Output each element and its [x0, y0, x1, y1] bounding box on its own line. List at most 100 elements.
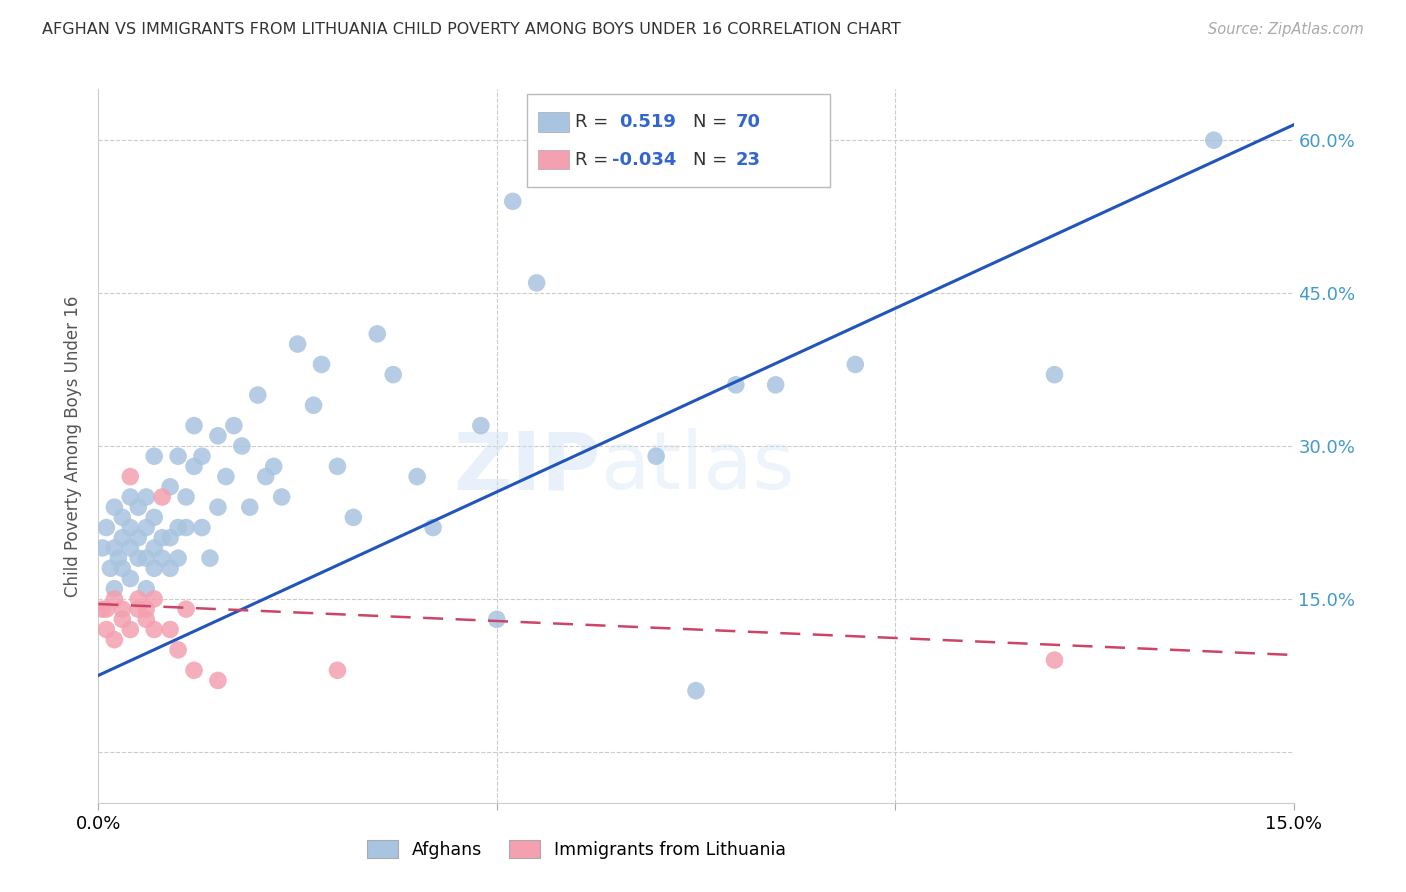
- Text: atlas: atlas: [600, 428, 794, 507]
- Point: [342, 510, 364, 524]
- Point: [150, 490, 173, 504]
- Text: 23: 23: [735, 151, 761, 169]
- Point: [111, 602, 134, 616]
- Point: [111, 531, 134, 545]
- Point: [135, 582, 157, 596]
- Point: [120, 541, 142, 555]
- Point: [135, 551, 157, 566]
- Point: [191, 449, 214, 463]
- Point: [159, 480, 181, 494]
- Point: [191, 520, 214, 534]
- Point: [91, 602, 114, 616]
- Y-axis label: Child Poverty Among Boys Under 16: Child Poverty Among Boys Under 16: [65, 295, 83, 597]
- Point: [103, 541, 125, 555]
- Point: [246, 388, 269, 402]
- Point: [167, 449, 190, 463]
- Point: [1043, 653, 1066, 667]
- Point: [127, 500, 149, 515]
- Point: [270, 490, 292, 504]
- Point: [183, 418, 205, 433]
- Point: [207, 673, 229, 688]
- Point: [366, 326, 388, 341]
- Point: [222, 418, 245, 433]
- Point: [167, 520, 190, 534]
- Point: [111, 510, 134, 524]
- Point: [406, 469, 429, 483]
- Point: [311, 358, 333, 372]
- Text: N =: N =: [693, 151, 727, 169]
- Point: [120, 520, 142, 534]
- Point: [326, 459, 349, 474]
- Point: [135, 602, 157, 616]
- Point: [127, 591, 149, 606]
- Point: [1202, 133, 1225, 147]
- Point: [174, 490, 197, 504]
- Point: [111, 561, 134, 575]
- Point: [159, 531, 181, 545]
- Text: R =: R =: [575, 113, 609, 131]
- Point: [96, 623, 118, 637]
- Point: [485, 612, 508, 626]
- Point: [215, 469, 238, 483]
- Point: [96, 602, 118, 616]
- Point: [765, 377, 787, 392]
- Point: [135, 520, 157, 534]
- Point: [127, 531, 149, 545]
- Point: [103, 632, 125, 647]
- Point: [844, 358, 866, 372]
- Point: [103, 500, 125, 515]
- Point: [1043, 368, 1066, 382]
- Text: 0.519: 0.519: [619, 113, 675, 131]
- Point: [198, 551, 221, 566]
- Point: [120, 572, 142, 586]
- Text: -0.034: -0.034: [612, 151, 676, 169]
- Point: [183, 663, 205, 677]
- Point: [143, 623, 166, 637]
- Point: [103, 591, 125, 606]
- Point: [111, 612, 134, 626]
- Point: [254, 469, 277, 483]
- Text: ZIP: ZIP: [453, 428, 600, 507]
- Text: R =: R =: [575, 151, 609, 169]
- Point: [470, 418, 492, 433]
- Point: [207, 429, 229, 443]
- Point: [135, 612, 157, 626]
- Point: [231, 439, 253, 453]
- Point: [150, 551, 173, 566]
- Point: [127, 602, 149, 616]
- Point: [167, 643, 190, 657]
- Point: [143, 449, 166, 463]
- Point: [422, 520, 444, 534]
- Point: [174, 602, 197, 616]
- Point: [685, 683, 707, 698]
- Text: 70: 70: [735, 113, 761, 131]
- Point: [143, 591, 166, 606]
- Text: Source: ZipAtlas.com: Source: ZipAtlas.com: [1208, 22, 1364, 37]
- Point: [382, 368, 405, 382]
- Point: [287, 337, 309, 351]
- Point: [120, 623, 142, 637]
- Point: [143, 541, 166, 555]
- Point: [302, 398, 325, 412]
- Text: AFGHAN VS IMMIGRANTS FROM LITHUANIA CHILD POVERTY AMONG BOYS UNDER 16 CORRELATIO: AFGHAN VS IMMIGRANTS FROM LITHUANIA CHIL…: [42, 22, 901, 37]
- Point: [526, 276, 548, 290]
- Point: [103, 582, 125, 596]
- Point: [502, 194, 524, 209]
- Point: [263, 459, 285, 474]
- Point: [159, 561, 181, 575]
- Point: [107, 551, 129, 566]
- Text: N =: N =: [693, 113, 727, 131]
- Point: [120, 469, 142, 483]
- Point: [239, 500, 262, 515]
- Point: [135, 490, 157, 504]
- Point: [183, 459, 205, 474]
- Point: [207, 500, 229, 515]
- Point: [91, 541, 114, 555]
- Point: [96, 520, 118, 534]
- Point: [159, 623, 181, 637]
- Point: [143, 510, 166, 524]
- Point: [120, 490, 142, 504]
- Point: [98, 561, 122, 575]
- Point: [150, 531, 173, 545]
- Point: [167, 551, 190, 566]
